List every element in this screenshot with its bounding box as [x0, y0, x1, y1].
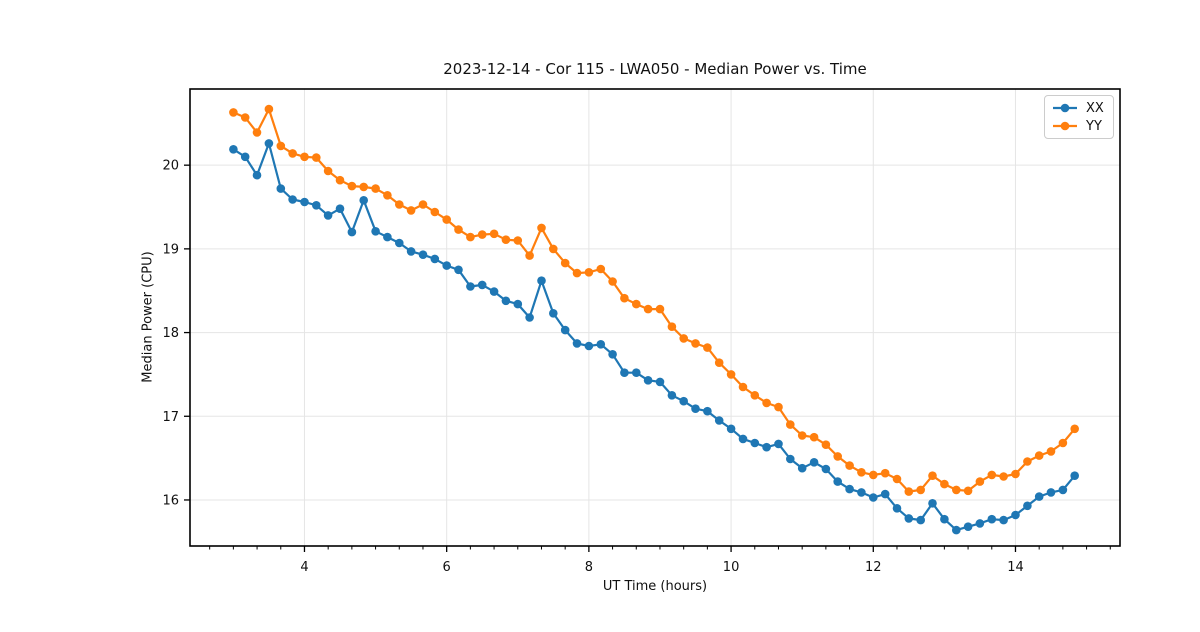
- svg-text:6: 6: [443, 560, 451, 575]
- svg-text:17: 17: [162, 410, 179, 425]
- svg-text:10: 10: [723, 560, 740, 575]
- legend-label-yy: YY: [1086, 118, 1102, 134]
- svg-text:4: 4: [300, 560, 308, 575]
- legend-label-xx: XX: [1086, 100, 1104, 116]
- svg-text:16: 16: [162, 493, 179, 508]
- svg-text:12: 12: [865, 560, 882, 575]
- chart-figure: 2023-12-14 - Cor 115 - LWA050 - Median P…: [40, 16, 1200, 616]
- svg-text:19: 19: [162, 242, 179, 257]
- svg-text:14: 14: [1007, 560, 1024, 575]
- legend: XX YY: [1044, 95, 1114, 139]
- chart-title: 2023-12-14 - Cor 115 - LWA050 - Median P…: [443, 60, 867, 78]
- legend-item-yy: YY: [1052, 117, 1105, 135]
- x-axis-label: UT Time (hours): [602, 579, 708, 594]
- plot-canvas: 4 6 8 10 12 14 16 17 18 19 20: [162, 88, 1121, 575]
- svg-text:20: 20: [162, 159, 179, 174]
- legend-marker-yy: [1053, 121, 1077, 131]
- svg-text:18: 18: [162, 326, 179, 341]
- legend-marker-xx: [1053, 103, 1077, 113]
- legend-item-xx: XX: [1052, 99, 1105, 117]
- svg-text:8: 8: [585, 560, 593, 575]
